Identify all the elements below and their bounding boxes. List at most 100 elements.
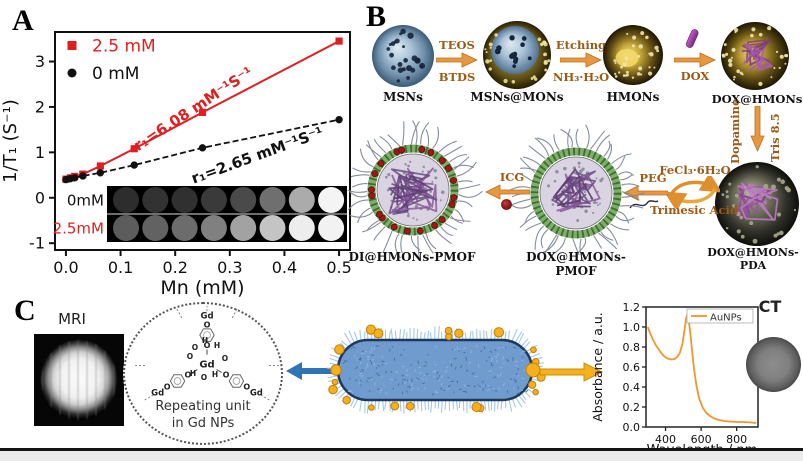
rod-fringe xyxy=(335,387,345,397)
figure-shape xyxy=(512,64,517,69)
icg-dot-icon xyxy=(501,199,512,210)
icg-dot xyxy=(449,177,457,184)
pore-dot xyxy=(622,62,627,67)
peg-hair xyxy=(617,211,630,224)
pore-dot xyxy=(511,79,516,84)
figure-shape xyxy=(473,385,477,388)
particle-body xyxy=(372,25,434,87)
figure-shape xyxy=(553,179,557,183)
atom-label: Gd xyxy=(200,312,213,322)
figure-shape xyxy=(493,376,497,379)
figure-shape xyxy=(406,368,408,373)
rod-fringe xyxy=(423,332,426,341)
figure-shape xyxy=(356,357,359,360)
peg-hair xyxy=(572,238,580,256)
icg-dot xyxy=(416,227,424,235)
pore-dot xyxy=(631,76,635,79)
figure-shape xyxy=(375,372,379,375)
figure-shape xyxy=(390,370,393,374)
arrow-right-icon xyxy=(674,52,716,68)
figure-shape xyxy=(593,201,597,205)
figure-shape xyxy=(517,386,520,390)
figure-shape xyxy=(490,350,493,353)
figure-shape xyxy=(595,201,598,204)
pore-dot xyxy=(388,42,392,46)
peg-hair xyxy=(394,233,401,259)
figure-shape xyxy=(422,165,426,169)
rod-fringe xyxy=(350,396,356,407)
peg-hair xyxy=(412,120,418,145)
pore-dot xyxy=(622,74,626,77)
pore-dot xyxy=(625,70,629,74)
y-tick-label: 0.0 xyxy=(623,421,641,434)
figure-shape xyxy=(481,380,484,384)
figure-shape xyxy=(441,190,445,194)
arrow2-bottom-label: NH₃·H₂O xyxy=(552,70,610,84)
figure-shape xyxy=(496,359,498,364)
rod-fringe xyxy=(490,328,493,341)
figure-shape xyxy=(406,214,410,218)
figure-shape xyxy=(525,389,529,393)
dox-scribble xyxy=(388,174,426,214)
figure-shape xyxy=(583,190,586,194)
rod-fringe xyxy=(496,399,500,410)
rod-fringe xyxy=(353,331,359,342)
particle-core xyxy=(491,26,539,74)
dox-scribble xyxy=(390,168,438,201)
dashed-bond xyxy=(231,308,238,318)
figure-shape xyxy=(406,390,409,393)
phantom-well xyxy=(259,187,286,213)
data-marker xyxy=(70,174,79,182)
pore-dot xyxy=(626,32,629,36)
figure-shape xyxy=(402,365,405,368)
figure-shape xyxy=(379,389,383,392)
peg-hair xyxy=(543,234,558,255)
pore-dot xyxy=(743,185,747,189)
figure-shape xyxy=(595,177,598,180)
figure-shape xyxy=(497,387,501,391)
rod-fringe xyxy=(517,332,525,345)
figure-shape xyxy=(407,164,410,168)
pore-dot xyxy=(736,69,741,74)
pore-dot xyxy=(776,212,782,217)
dox-scribble xyxy=(737,185,779,221)
figure-shape xyxy=(465,369,469,372)
figure-shape xyxy=(446,366,448,369)
figure-shape xyxy=(383,385,386,387)
figure-shape xyxy=(436,377,440,380)
gd-structure-caption: Repeating unit in Gd NPs xyxy=(136,398,270,432)
icg-dot xyxy=(368,192,376,200)
figure-shape xyxy=(493,388,495,392)
pore-dot xyxy=(530,77,534,80)
rod-fringe xyxy=(514,331,523,344)
icg-dot-shape xyxy=(501,199,512,210)
rod-fringe xyxy=(348,330,355,344)
pore-dot xyxy=(624,74,628,77)
figure-shape xyxy=(516,392,520,395)
figure-shape xyxy=(392,345,394,348)
aunp-dot xyxy=(334,344,345,355)
x-tick-label: 600 xyxy=(691,433,712,446)
rod-fringe xyxy=(469,330,472,341)
mri-label: MRI xyxy=(58,310,86,328)
pore-dot xyxy=(776,232,780,236)
phantom-well xyxy=(288,215,315,241)
icg-dot xyxy=(445,164,452,172)
figure-shape xyxy=(436,371,439,375)
figure-shape xyxy=(377,364,380,367)
atom-label: O xyxy=(222,354,228,363)
figure-shape xyxy=(385,392,388,395)
peg-hair xyxy=(534,225,545,250)
figure-shape xyxy=(497,374,500,378)
figure-shape xyxy=(232,377,241,385)
figure-shape xyxy=(361,374,364,378)
panel-c-label: C xyxy=(14,294,36,327)
figure-shape xyxy=(431,393,435,396)
figure-shape xyxy=(355,366,358,370)
figure-shape xyxy=(432,370,435,373)
peg-hair xyxy=(449,154,468,163)
pore-dot xyxy=(784,54,789,58)
figure-bottom-border xyxy=(0,448,803,451)
rod-fringe xyxy=(399,399,402,412)
mri-phantom-circle xyxy=(41,340,117,420)
